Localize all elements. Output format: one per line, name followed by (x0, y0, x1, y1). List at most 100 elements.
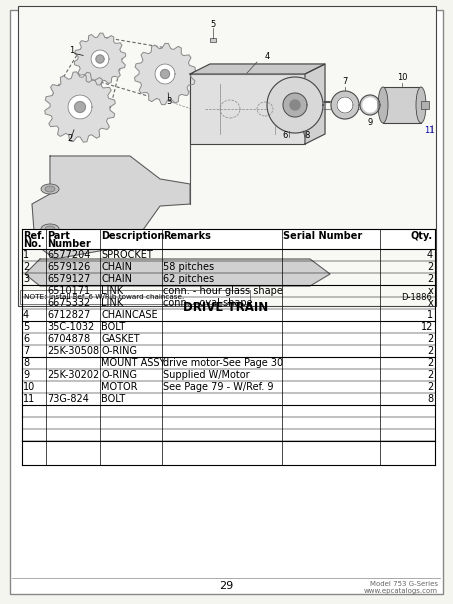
Text: 4: 4 (265, 52, 270, 61)
Text: 11: 11 (23, 394, 35, 404)
Text: 62 pitches: 62 pitches (163, 274, 214, 284)
Polygon shape (337, 97, 353, 113)
Polygon shape (91, 50, 109, 68)
Text: 8: 8 (23, 358, 29, 368)
Text: 3: 3 (166, 97, 172, 106)
Text: CHAIN: CHAIN (101, 262, 132, 272)
Polygon shape (74, 33, 126, 85)
Text: Part: Part (47, 231, 70, 241)
Text: D-1886: D-1886 (401, 293, 432, 302)
Text: 6577204: 6577204 (47, 250, 91, 260)
Text: 1: 1 (23, 250, 29, 260)
Text: NOTE: Install Ref. 6 W/Rib toward chaincase.: NOTE: Install Ref. 6 W/Rib toward chainc… (24, 294, 184, 300)
Text: 2: 2 (427, 370, 433, 380)
Ellipse shape (378, 87, 388, 123)
Text: 6704878: 6704878 (47, 334, 90, 344)
Text: 4: 4 (427, 250, 433, 260)
Polygon shape (267, 77, 323, 133)
Text: 11: 11 (424, 126, 435, 135)
Bar (210, 38, 216, 42)
Text: 2: 2 (427, 262, 433, 272)
Text: 6579127: 6579127 (47, 274, 91, 284)
Text: 6675332: 6675332 (47, 298, 90, 308)
Text: 5: 5 (210, 20, 216, 29)
Text: CHAINCASE: CHAINCASE (101, 310, 158, 320)
Text: 25K-30202: 25K-30202 (47, 370, 99, 380)
Text: 12: 12 (421, 322, 433, 332)
Text: 4: 4 (23, 310, 29, 320)
Text: LINK: LINK (101, 286, 123, 296)
Polygon shape (283, 93, 307, 117)
Text: LINK: LINK (101, 298, 123, 308)
Polygon shape (135, 43, 196, 104)
Text: 2: 2 (427, 274, 433, 284)
Text: 9: 9 (23, 370, 29, 380)
Text: SPROCKET: SPROCKET (101, 250, 153, 260)
Ellipse shape (45, 226, 55, 232)
Text: MOTOR: MOTOR (101, 382, 138, 392)
Polygon shape (75, 101, 86, 112)
Text: GASKET: GASKET (101, 334, 140, 344)
Text: 73G-824: 73G-824 (47, 394, 89, 404)
Bar (383, 87, 421, 123)
Text: 2: 2 (23, 262, 29, 272)
Text: 29: 29 (219, 581, 233, 591)
Text: 6579126: 6579126 (47, 262, 90, 272)
Ellipse shape (45, 186, 55, 192)
Text: Serial Number: Serial Number (283, 231, 362, 241)
Text: www.epcatalogs.com: www.epcatalogs.com (364, 588, 438, 594)
Text: BOLT: BOLT (101, 394, 125, 404)
Text: 9: 9 (367, 118, 373, 127)
Text: conn. - oval shape: conn. - oval shape (163, 298, 253, 308)
Text: 58 pitches: 58 pitches (163, 262, 214, 272)
Polygon shape (190, 64, 325, 74)
Text: See Page 79 - W/Ref. 9: See Page 79 - W/Ref. 9 (163, 382, 274, 392)
Text: Supplied W/Motor: Supplied W/Motor (163, 370, 250, 380)
Text: x: x (427, 286, 433, 296)
Bar (18, 6, 436, 306)
Polygon shape (32, 156, 190, 259)
Polygon shape (68, 95, 92, 119)
Text: 8: 8 (427, 394, 433, 404)
Polygon shape (331, 91, 359, 119)
Ellipse shape (41, 184, 59, 194)
Polygon shape (363, 98, 377, 112)
Text: 1: 1 (427, 310, 433, 320)
Text: x: x (427, 298, 433, 308)
Text: 6: 6 (23, 334, 29, 344)
Text: 2: 2 (427, 346, 433, 356)
Text: 8: 8 (304, 131, 310, 140)
Text: DRIVE TRAIN: DRIVE TRAIN (183, 301, 269, 314)
Text: 2: 2 (67, 134, 72, 143)
Text: conn. - hour glass shape: conn. - hour glass shape (163, 286, 283, 296)
Text: O-RING: O-RING (101, 370, 137, 380)
Polygon shape (360, 95, 380, 115)
Text: 7: 7 (23, 346, 29, 356)
Bar (22, 229, 435, 249)
Text: 2: 2 (427, 382, 433, 392)
Text: 25K-30508: 25K-30508 (47, 346, 99, 356)
Polygon shape (160, 69, 169, 79)
Bar (190, 74, 305, 144)
Text: Number: Number (47, 239, 91, 249)
Text: 6510171: 6510171 (47, 286, 90, 296)
Text: 7: 7 (342, 77, 348, 86)
Text: Qty.: Qty. (411, 231, 433, 241)
Text: Description: Description (101, 231, 164, 241)
Text: O-RING: O-RING (101, 346, 137, 356)
Text: 6: 6 (282, 131, 288, 140)
Polygon shape (25, 259, 330, 286)
Ellipse shape (416, 87, 426, 123)
Text: 5: 5 (23, 322, 29, 332)
Text: 10: 10 (23, 382, 35, 392)
Text: 3: 3 (23, 274, 29, 284)
Text: CHAIN: CHAIN (101, 274, 132, 284)
Text: 1: 1 (69, 46, 75, 55)
Text: 35C-1032: 35C-1032 (47, 322, 94, 332)
Bar (421, 101, 429, 109)
Polygon shape (96, 55, 104, 63)
Text: Ref.: Ref. (23, 231, 45, 241)
Bar (20, 290, 250, 304)
Text: No.: No. (23, 239, 42, 249)
Text: MOUNT ASSY.: MOUNT ASSY. (101, 358, 166, 368)
